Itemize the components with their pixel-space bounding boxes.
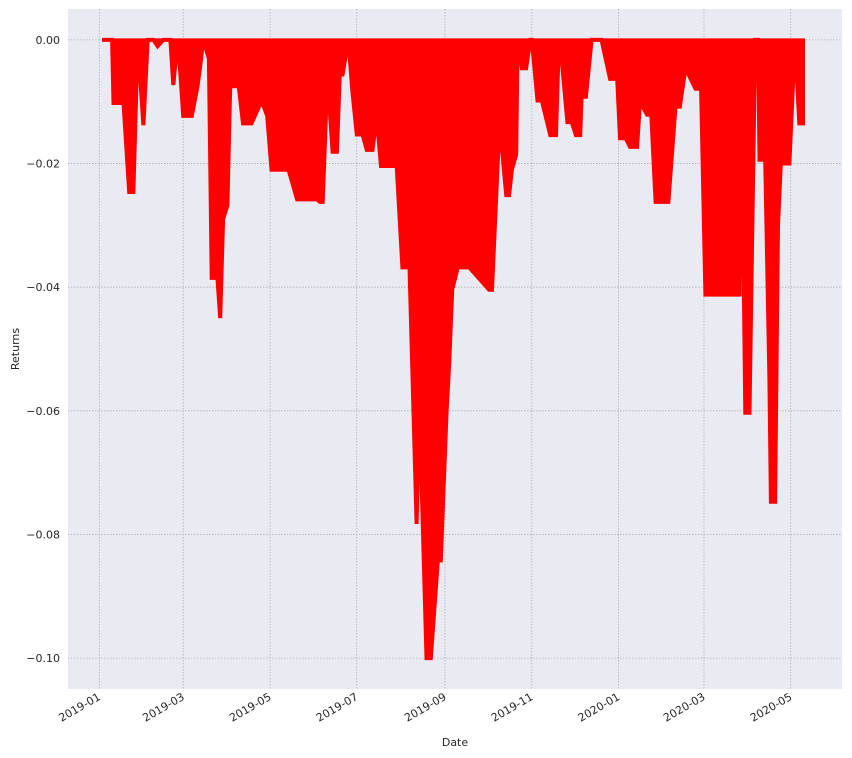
y-tick-label: −0.10: [26, 652, 60, 665]
series-layer: [102, 37, 806, 661]
drawdown-area: [102, 39, 806, 659]
drawdown-line: [102, 37, 805, 661]
x-tick-label: 2019-11: [489, 690, 535, 724]
x-axis-label: Date: [442, 736, 469, 749]
x-tick-label: 2020-05: [748, 690, 794, 724]
x-tick-label: 2019-07: [314, 690, 360, 724]
y-tick-label: −0.04: [26, 281, 60, 294]
y-axis-label: Returns: [9, 328, 22, 371]
y-tick-label: 0.00: [36, 34, 61, 47]
y-tick-label: −0.06: [26, 405, 60, 418]
x-tick-label: 2019-05: [227, 690, 273, 724]
y-tick-labels: 0.00 −0.02 −0.04 −0.06 −0.08 −0.10: [26, 34, 60, 665]
x-tick-label: 2020-03: [661, 690, 707, 724]
x-tick-label: 2019-09: [402, 690, 448, 724]
y-tick-label: −0.02: [26, 158, 60, 171]
x-tick-labels: 2019-01 2019-03 2019-05 2019-07 2019-09 2019-…: [56, 690, 794, 724]
x-tick-label: 2019-03: [140, 690, 186, 724]
y-tick-label: −0.08: [26, 528, 60, 541]
x-tick-label: 2020-01: [576, 690, 622, 724]
x-tick-label: 2019-01: [56, 690, 102, 724]
